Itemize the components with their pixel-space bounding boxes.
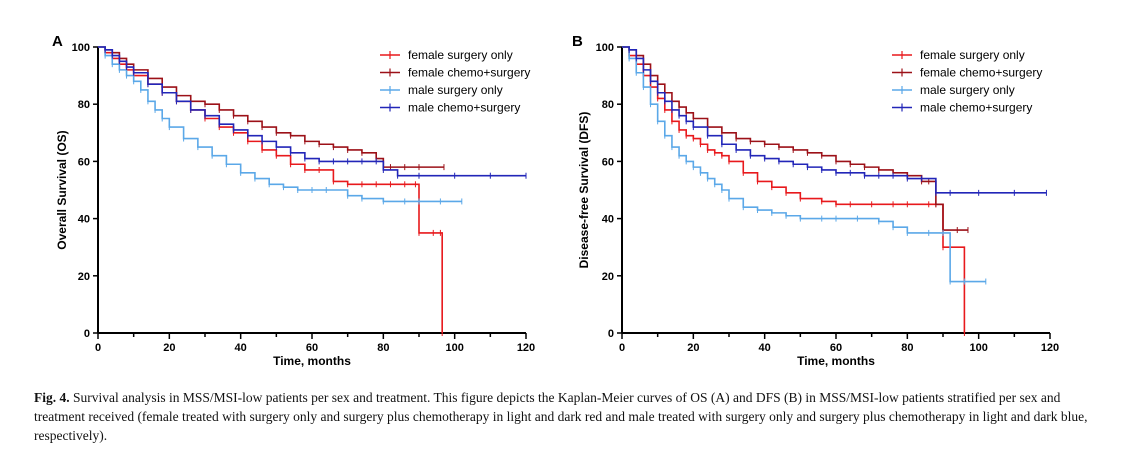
panel-letter: B [572, 33, 583, 50]
y-tick-label: 40 [602, 214, 614, 226]
y-tick-label: 100 [72, 42, 90, 54]
y-tick-label: 80 [78, 99, 90, 111]
series-line [622, 46, 966, 333]
x-axis-title: Time, months [797, 354, 875, 368]
legend-label: female chemo+surgery [408, 66, 530, 80]
y-tick-label: 0 [608, 328, 614, 340]
series-male-surgery-only [622, 46, 987, 285]
legend-label: female surgery only [408, 48, 513, 62]
y-tick-label: 40 [78, 214, 90, 226]
x-tick-label: 120 [1041, 342, 1059, 354]
panel-letter: A [52, 33, 63, 50]
legend-label: male chemo+surgery [920, 101, 1032, 115]
x-tick-label: 80 [377, 342, 389, 354]
y-tick-label: 0 [84, 328, 90, 340]
series-male-surgery-only [98, 46, 463, 205]
legend-label: female surgery only [920, 48, 1025, 62]
y-tick-label: 100 [596, 42, 614, 54]
y-tick-label: 60 [602, 156, 614, 168]
x-tick-label: 0 [95, 342, 101, 354]
series-female-chemo-surgery [98, 46, 445, 171]
y-tick-label: 20 [78, 271, 90, 283]
x-tick-label: 120 [517, 342, 535, 354]
x-tick-label: 0 [619, 342, 625, 354]
x-tick-label: 20 [687, 342, 699, 354]
series-male-chemo-surgery [98, 46, 527, 179]
legend-label: female chemo+surgery [920, 66, 1042, 80]
x-tick-label: 100 [969, 342, 987, 354]
figure: A 0 20 40 60 80 100 0 20 40 60 80 100 120 Time, months… [52, 33, 1059, 368]
y-tick-label: 60 [78, 156, 90, 168]
x-axis-title: Time, months [273, 354, 351, 368]
series-male-chemo-surgery [622, 46, 1047, 196]
series-line [622, 46, 968, 231]
x-tick-label: 40 [759, 342, 771, 354]
chart-panel-a: A 0 20 40 60 80 100 0 20 40 60 80 100 120 Time, months… [52, 33, 535, 368]
x-tick-label: 40 [235, 342, 247, 354]
caption-label: Fig. 4. [34, 390, 70, 405]
legend-label: male surgery only [920, 83, 1015, 97]
x-tick-label: 60 [830, 342, 842, 354]
series-female-chemo-surgery [622, 46, 969, 234]
caption-text: Survival analysis in MSS/MSI-low patient… [34, 390, 1088, 443]
x-tick-label: 100 [445, 342, 463, 354]
figure-caption: Fig. 4. Survival analysis in MSS/MSI-low… [34, 388, 1094, 445]
legend-label: male surgery only [408, 83, 503, 97]
x-tick-label: 60 [306, 342, 318, 354]
y-axis-title: Overall Survival (OS) [55, 130, 69, 249]
x-tick-label: 20 [163, 342, 175, 354]
series-female-surgery-only [622, 46, 966, 336]
chart-panel-b: B 0 20 40 60 80 100 0 20 40 60 80 100 120 Time, months… [572, 33, 1059, 368]
y-tick-label: 20 [602, 271, 614, 283]
y-tick-label: 80 [602, 99, 614, 111]
x-tick-label: 80 [901, 342, 913, 354]
y-axis-title: Disease-free Survival (DFS) [577, 112, 591, 269]
legend-label: male chemo+surgery [408, 101, 520, 115]
